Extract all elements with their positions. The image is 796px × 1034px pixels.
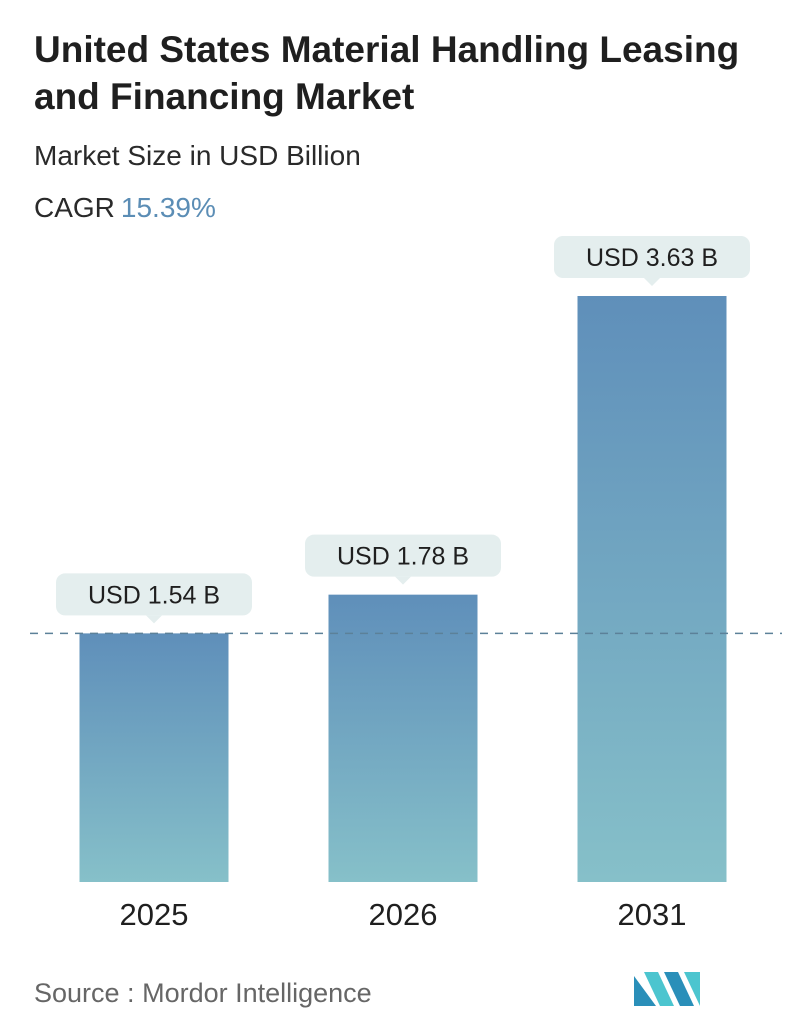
bar-2031	[577, 296, 727, 882]
x-tick-2025: 2025	[120, 897, 189, 932]
data-label-2031: USD 3.63 B	[554, 236, 750, 286]
data-label-text: USD 3.63 B	[586, 244, 718, 272]
cagr-label: CAGR	[34, 192, 115, 223]
mordor-intelligence-logo-icon	[634, 972, 700, 1006]
source-label: Source :	[34, 978, 135, 1008]
data-label-text: USD 1.54 B	[88, 581, 220, 609]
data-label-text: USD 1.78 B	[337, 543, 469, 571]
x-tick-2026: 2026	[369, 897, 438, 932]
source-name: Mordor Intelligence	[142, 978, 372, 1008]
chart-subtitle: Market Size in USD Billion	[34, 140, 361, 171]
chart-title: United States Material Handling Leasing …	[34, 29, 740, 117]
data-label-2025: USD 1.54 B	[56, 573, 252, 624]
data-label-2026: USD 1.78 B	[305, 534, 501, 585]
cagr-value: 15.39%	[120, 192, 216, 223]
source-line: Source : Mordor Intelligence	[34, 978, 372, 1009]
x-tick-2031: 2031	[618, 897, 687, 932]
bar-2026	[328, 594, 478, 882]
bar-2025	[79, 633, 229, 882]
cagr-row: CAGR 15.39%	[34, 192, 216, 224]
